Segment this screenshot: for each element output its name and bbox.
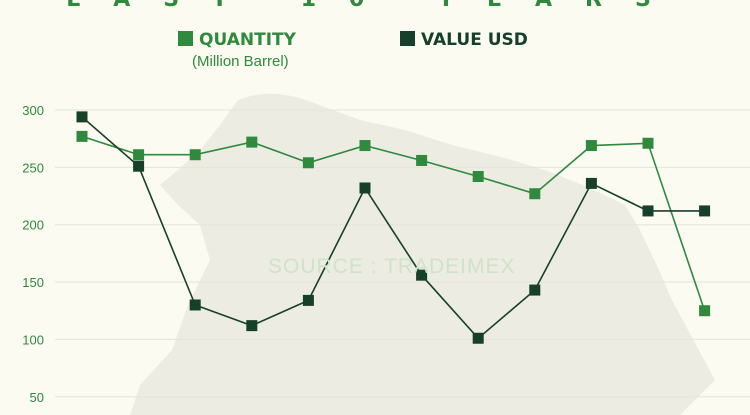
quantity-point (246, 136, 258, 148)
y-tick-label: 50 (30, 390, 44, 405)
legend-value-swatch (400, 31, 415, 46)
quantity-point (133, 149, 145, 161)
y-tick-label: 200 (22, 218, 44, 233)
background-map-shape (130, 93, 715, 415)
quantity-point (359, 140, 371, 152)
value-point (642, 205, 654, 217)
value-series-line (81, 116, 705, 340)
value-point (133, 160, 145, 172)
value-point (302, 294, 314, 306)
value-point (76, 111, 88, 123)
source-watermark: SOURCE : TRADEIMEX (268, 255, 516, 278)
value-point (585, 177, 597, 189)
quantity-point (76, 130, 88, 142)
quantity-point (472, 171, 484, 183)
quantity-point (585, 140, 597, 152)
y-tick-label: 250 (22, 160, 44, 175)
legend-quantity-unit: (Million Barrel) (192, 53, 289, 70)
value-point (699, 205, 711, 217)
y-tick-label: 300 (22, 103, 44, 118)
y-tick-label: 100 (22, 332, 44, 347)
quantity-series-line (81, 135, 706, 311)
y-tick-label: 150 (22, 275, 44, 290)
value-point (189, 299, 201, 311)
legend-quantity: QUANTITY (Million Barrel) (178, 30, 296, 70)
quantity-point (529, 188, 541, 200)
legend-quantity-swatch (178, 31, 193, 46)
quantity-point (302, 157, 314, 169)
legend-quantity-label: QUANTITY (199, 30, 296, 50)
quantity-point (189, 149, 201, 161)
legend-value: VALUE USD (400, 30, 528, 50)
quantity-point (699, 305, 711, 317)
quantity-point (642, 137, 654, 149)
quantity-point (416, 154, 428, 166)
value-point (416, 269, 428, 281)
value-point (359, 182, 371, 194)
legend-value-label: VALUE USD (421, 30, 528, 50)
value-point (246, 320, 258, 332)
chart-title: LAST 10 YEARS (0, 0, 750, 12)
value-point (529, 284, 541, 296)
value-point (472, 332, 484, 344)
